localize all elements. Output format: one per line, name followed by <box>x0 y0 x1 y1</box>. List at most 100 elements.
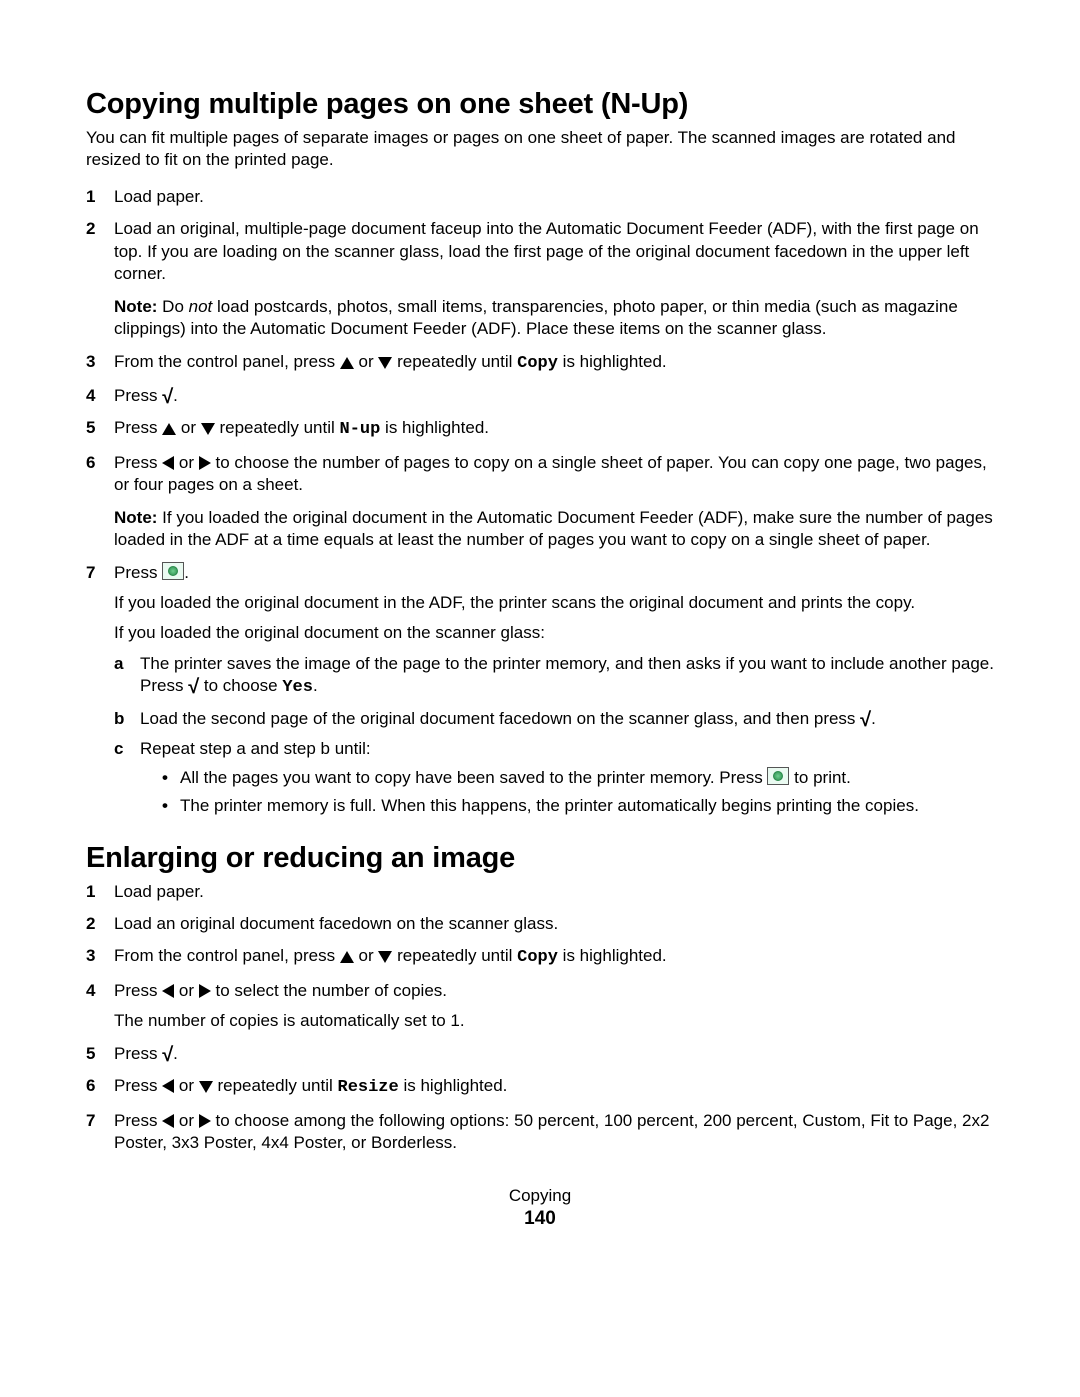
step-5: Press or repeatedly until N-up is highli… <box>86 417 994 441</box>
note-italic: not <box>189 297 213 316</box>
note-text: If you loaded the original document in t… <box>114 508 993 549</box>
start-button-icon <box>162 562 184 580</box>
step-text: repeatedly until <box>392 946 517 965</box>
left-arrow-icon <box>162 1079 174 1093</box>
mono-text: N-up <box>340 420 381 439</box>
check-icon: √ <box>860 710 871 730</box>
step-text: Press <box>114 453 162 472</box>
step-text: or <box>174 1111 199 1130</box>
step-text: to choose among the following options: 5… <box>114 1111 989 1152</box>
sub-para: If you loaded the original document in t… <box>114 592 994 614</box>
step-2: Load an original, multiple-page document… <box>86 218 994 340</box>
step-4: Press or to select the number of copies.… <box>86 980 994 1033</box>
step-text: to choose <box>199 676 282 695</box>
substep-c: Repeat step a and step b until: All the … <box>114 738 994 817</box>
step-text: or <box>174 981 199 1000</box>
down-arrow-icon <box>201 423 215 435</box>
left-arrow-icon <box>162 984 174 998</box>
up-arrow-icon <box>340 357 354 369</box>
step-text: . <box>871 709 876 728</box>
down-arrow-icon <box>378 357 392 369</box>
substep-a: The printer saves the image of the page … <box>114 653 994 700</box>
note-label: Note: <box>114 297 157 316</box>
substep-b: Load the second page of the original doc… <box>114 708 994 730</box>
step-text: Load paper. <box>114 187 204 206</box>
right-arrow-icon <box>199 1114 211 1128</box>
mono-text: Copy <box>517 948 558 967</box>
bullet-list: All the pages you want to copy have been… <box>162 767 994 818</box>
left-arrow-icon <box>162 456 174 470</box>
note-text: load postcards, photos, small items, tra… <box>114 297 958 338</box>
step-text: or <box>354 352 379 371</box>
page-footer: Copying 140 <box>86 1186 994 1230</box>
check-icon: √ <box>162 1045 173 1065</box>
step-text: All the pages you want to copy have been… <box>180 768 767 787</box>
step-text: or <box>174 1076 199 1095</box>
step-text: From the control panel, press <box>114 352 340 371</box>
step-text: or <box>176 418 201 437</box>
step-text: Repeat step a and step b until: <box>140 739 371 758</box>
step-text: Load the second page of the original doc… <box>140 709 860 728</box>
step-text: . <box>313 676 318 695</box>
sub-para: The number of copies is automatically se… <box>114 1010 994 1032</box>
step-text: Press <box>114 418 162 437</box>
start-button-icon <box>767 767 789 785</box>
step-text: repeatedly until <box>215 418 340 437</box>
step-text: Press <box>114 386 162 405</box>
document-page: Copying multiple pages on one sheet (N-U… <box>0 0 1080 1270</box>
step-text: Press <box>114 1076 162 1095</box>
check-icon: √ <box>188 677 199 697</box>
step-text: . <box>173 1044 178 1063</box>
step-text: Press <box>114 1111 162 1130</box>
step-1: Load paper. <box>86 186 994 208</box>
step-text: repeatedly until <box>392 352 517 371</box>
step-text: or <box>174 453 199 472</box>
step-6: Press or to choose the number of pages t… <box>86 452 994 552</box>
step-text: Load paper. <box>114 882 204 901</box>
step-3: From the control panel, press or repeate… <box>86 945 994 969</box>
mono-text: Resize <box>338 1078 399 1097</box>
section1-intro: You can fit multiple pages of separate i… <box>86 127 994 172</box>
bullet-item: All the pages you want to copy have been… <box>162 767 994 789</box>
step-text: From the control panel, press <box>114 946 340 965</box>
up-arrow-icon <box>340 951 354 963</box>
note-text: Do <box>157 297 188 316</box>
down-arrow-icon <box>378 951 392 963</box>
step-text: to print. <box>789 768 850 787</box>
step-text: or <box>354 946 379 965</box>
mono-text: Yes <box>282 678 313 697</box>
note-label: Note: <box>114 508 157 527</box>
step-6: Press or repeatedly until Resize is high… <box>86 1075 994 1099</box>
section2-steps: Load paper. Load an original document fa… <box>86 881 994 1155</box>
note-block: Note: Do not load postcards, photos, sma… <box>114 296 994 341</box>
step-3: From the control panel, press or repeate… <box>86 351 994 375</box>
step-7: Press or to choose among the following o… <box>86 1110 994 1155</box>
step-2: Load an original document facedown on th… <box>86 913 994 935</box>
section1-steps: Load paper. Load an original, multiple-p… <box>86 186 994 818</box>
left-arrow-icon <box>162 1114 174 1128</box>
step-7: Press . If you loaded the original docum… <box>86 562 994 818</box>
step-1: Load paper. <box>86 881 994 903</box>
bullet-item: The printer memory is full. When this ha… <box>162 795 994 817</box>
footer-page-number: 140 <box>86 1208 994 1230</box>
step-text: . <box>184 563 189 582</box>
up-arrow-icon <box>162 423 176 435</box>
step-text: . <box>173 386 178 405</box>
step-text: is highlighted. <box>558 946 667 965</box>
note-block: Note: If you loaded the original documen… <box>114 507 994 552</box>
alpha-list: The printer saves the image of the page … <box>114 653 994 818</box>
step-text: Press <box>114 1044 162 1063</box>
step-5: Press √. <box>86 1043 994 1065</box>
step-text: is highlighted. <box>399 1076 508 1095</box>
step-text: Load an original document facedown on th… <box>114 914 558 933</box>
step-text: Press <box>114 981 162 1000</box>
step-text: is highlighted. <box>558 352 667 371</box>
footer-section: Copying <box>86 1186 994 1206</box>
step-text: is highlighted. <box>380 418 489 437</box>
right-arrow-icon <box>199 456 211 470</box>
step-text: to choose the number of pages to copy on… <box>114 453 987 494</box>
step-text: repeatedly until <box>213 1076 338 1095</box>
section1-title: Copying multiple pages on one sheet (N-U… <box>86 88 994 121</box>
section2-title: Enlarging or reducing an image <box>86 842 994 875</box>
right-arrow-icon <box>199 984 211 998</box>
